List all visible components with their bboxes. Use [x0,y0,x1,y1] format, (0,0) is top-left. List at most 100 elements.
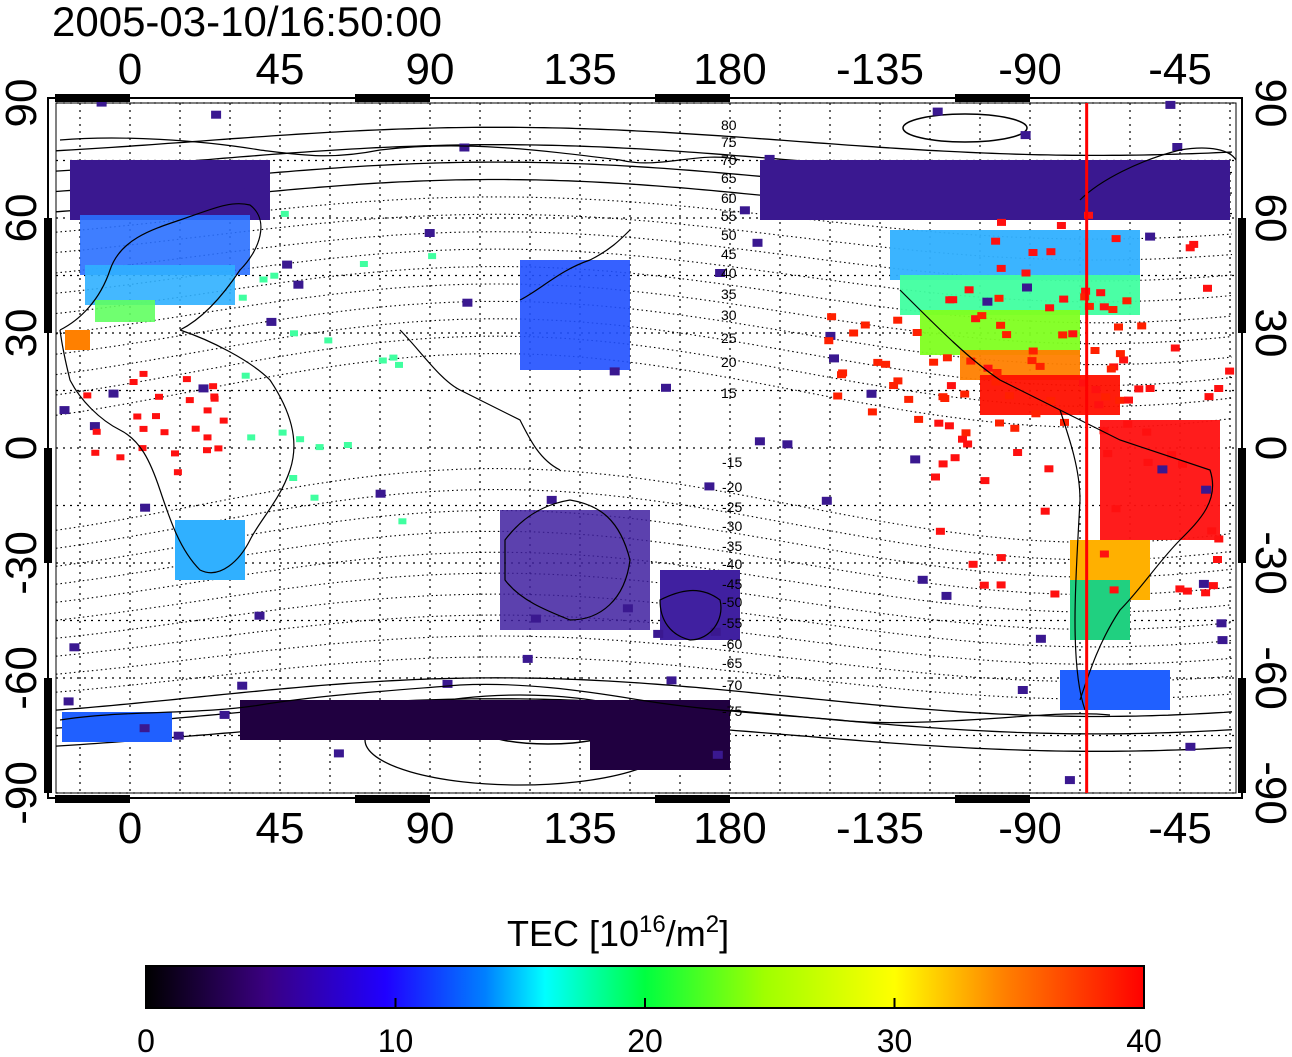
tec-cell [1010,424,1020,432]
tec-area [70,160,270,220]
contour-line [55,335,1233,408]
tec-area [1060,670,1170,710]
tec-cell [983,364,993,372]
tec-cell [866,389,877,398]
tec-cell [219,710,230,719]
colorbar-tick-label: 10 [378,1023,414,1057]
tec-cell [522,654,533,663]
coastlines [59,137,1237,724]
contour-label: 50 [721,227,737,243]
left-latitude-label: 30 [0,309,46,358]
coastline-path [59,683,1111,724]
tec-cell [739,206,750,215]
tec-cell [428,253,437,260]
bottom-longitude-labels: 0 45 90 135 180 -135 -90 -45 [118,804,1212,853]
tec-cell [296,436,305,443]
tec-data-patches [30,32,1235,785]
tec-cell [754,437,765,446]
tec-cell [1045,304,1055,312]
tec-area [1070,580,1130,640]
tec-cell [1101,393,1111,401]
tec-area [175,520,245,580]
tec-cell [977,312,987,320]
tec-cell [881,360,891,368]
tec-cell [1111,505,1121,513]
tec-cell [375,489,386,498]
tec-cell [1022,283,1032,292]
tec-cell [1108,306,1118,313]
tec-area [85,265,235,305]
tec-cell [912,329,922,336]
tec-cell [270,272,279,279]
tec-cell [1099,303,1109,311]
frame-tick-bar [44,218,52,333]
contour-label: 15 [721,385,737,401]
tec-area [590,735,730,770]
coastline-path [659,589,722,641]
tec-cell [191,425,200,432]
tec-cell [182,376,191,383]
tec-cell [829,354,839,363]
frame-tick-bar [955,94,1030,102]
tec-cell [209,383,218,390]
left-latitude-label: -60 [0,646,46,710]
tec-cell [378,357,387,364]
tec-cell [139,370,148,377]
tec-cell [838,369,848,377]
tec-cell [259,276,268,283]
frame-tick-bar [355,94,430,102]
tec-cell [803,32,813,40]
tec-cell [1040,507,1050,515]
colorbar-tick-label: 20 [627,1023,663,1057]
tec-cell [91,449,100,456]
contour-label: 30 [721,307,737,323]
contour-line [55,551,1233,613]
tec-cell [1004,392,1014,400]
tec-cell [571,32,581,40]
tec-cell [1172,143,1183,151]
tec-cell [1021,269,1031,277]
contour-label: -45 [722,576,742,592]
tec-cell [83,392,92,399]
tec-cell [1142,428,1152,436]
tec-cell [996,554,1006,562]
tec-cell [203,434,212,441]
contour-label: -50 [722,594,742,610]
contour-label: 35 [721,286,737,302]
contour-label: -30 [722,518,742,534]
contour-line [55,126,1233,157]
contour-line [55,468,1233,543]
top-longitude-label: -90 [998,45,1062,94]
tec-cell [280,210,289,217]
tec-cell [1204,393,1214,401]
tec-cell [129,379,138,385]
right-latitude-label: -60 [1246,646,1292,710]
left-latitude-label: 90 [0,79,46,128]
frame-ticks [44,94,1246,803]
coastline-path [1079,147,1237,201]
tec-cell [932,107,943,116]
tec-cell [1217,636,1228,645]
tec-cell [185,397,194,404]
tec-cell [30,56,40,64]
tec-cell [995,419,1004,427]
tec-area [760,160,1230,220]
tec-cell [1167,451,1177,459]
tec-cell [171,450,179,457]
contour-line [55,353,1233,428]
tec-cell [997,218,1006,226]
tec-cell [710,627,721,636]
tec-cell [152,413,160,420]
tec-cell [237,681,248,690]
bottom-longitude-label: -135 [836,804,924,853]
contour-line [55,656,1233,700]
tec-cell [92,428,101,435]
tec-cell [140,503,151,512]
tec-area [660,570,740,640]
tec-cell [1114,323,1123,331]
top-longitude-labels: 0 45 90 135 180 -135 -90 -45 [118,45,1212,94]
tec-cell [893,377,903,385]
tec-cell [1213,556,1222,563]
coastline-path [899,289,1214,701]
tec-cell [1214,385,1224,392]
